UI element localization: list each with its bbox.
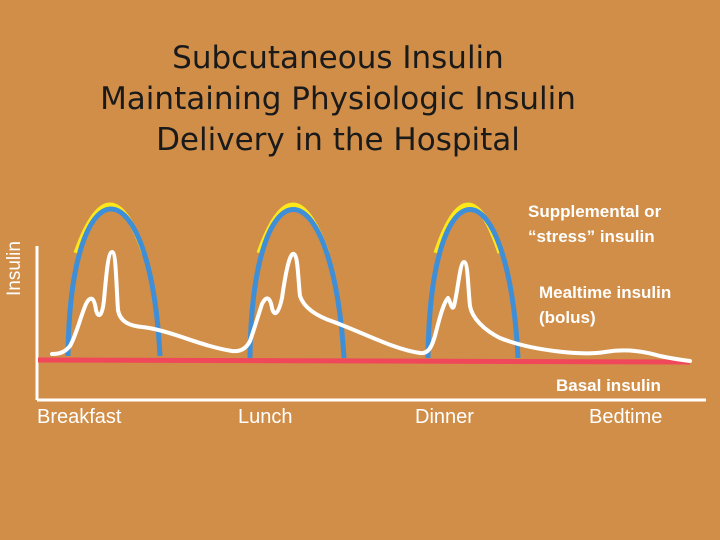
mealtime-curve-lunch bbox=[247, 207, 347, 359]
mealtime-curve-dinner bbox=[425, 207, 521, 359]
title-line-3: Delivery in the Hospital bbox=[156, 122, 520, 158]
title-line-1: Subcutaneous Insulin bbox=[172, 40, 504, 76]
physiologic-insulin-curve bbox=[50, 250, 692, 363]
x-label-bedtime: Bedtime bbox=[589, 406, 663, 428]
x-label-breakfast: Breakfast bbox=[37, 406, 122, 428]
legend-supplemental-line-1: Supplemental or bbox=[528, 202, 662, 221]
x-label-dinner: Dinner bbox=[415, 406, 474, 428]
mealtime-curve-breakfast bbox=[65, 206, 163, 357]
legend-basal: Basal insulin bbox=[556, 376, 661, 395]
legend-supplemental-line-2: “stress” insulin bbox=[528, 227, 655, 246]
legend-supplemental: Supplemental or “stress” insulin bbox=[528, 199, 661, 249]
x-label-lunch: Lunch bbox=[238, 406, 293, 428]
legend-mealtime-line-1: Mealtime insulin bbox=[539, 283, 672, 302]
title-line-2: Maintaining Physiologic Insulin bbox=[100, 81, 576, 117]
y-axis-label: Insulin bbox=[4, 241, 25, 296]
legend-mealtime-line-2: (bolus) bbox=[539, 308, 596, 327]
basal-line bbox=[37, 357, 691, 365]
slide-title: Subcutaneous Insulin Maintaining Physiol… bbox=[0, 38, 676, 161]
legend-mealtime: Mealtime insulin (bolus) bbox=[539, 280, 671, 330]
